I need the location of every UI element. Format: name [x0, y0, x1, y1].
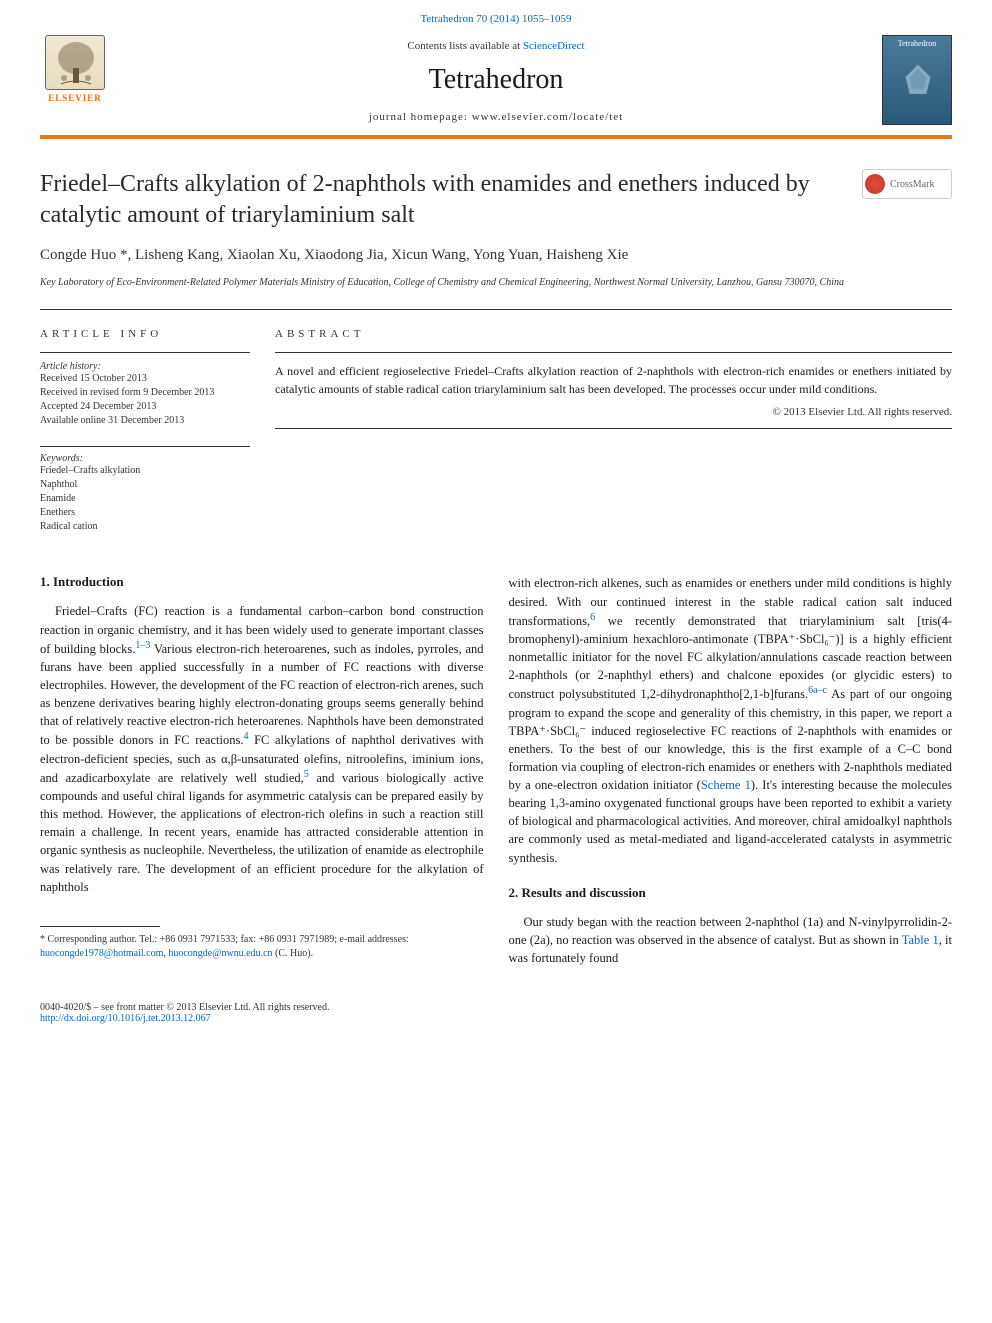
left-column: 1. Introduction Friedel–Crafts (FC) reac… — [40, 574, 484, 967]
article-body: Friedel–Crafts alkylation of 2-naphthols… — [0, 139, 992, 987]
received-date: Received 15 October 2013 — [40, 372, 250, 386]
keyword-3: Enethers — [40, 506, 250, 520]
keywords-label: Keywords: — [40, 453, 250, 464]
table-1-link[interactable]: Table 1 — [902, 933, 939, 947]
top-citation-bar: Tetrahedron 70 (2014) 1055–1059 — [0, 0, 992, 20]
ref-6ac[interactable]: 6a–c — [808, 685, 827, 696]
keywords-divider — [40, 446, 250, 447]
contents-prefix: Contents lists available at — [407, 40, 522, 52]
elsevier-logo[interactable]: ELSEVIER — [40, 35, 110, 115]
header-center: Contents lists available at ScienceDirec… — [110, 35, 882, 123]
elsevier-label: ELSEVIER — [48, 93, 102, 103]
results-paragraph: Our study began with the reaction betwee… — [509, 913, 953, 967]
email-1[interactable]: huocongde1978@hotmail.com — [40, 948, 163, 959]
section-divider — [40, 309, 952, 310]
corresp-suffix: (C. Huo). — [273, 948, 314, 959]
keyword-1: Naphthol — [40, 478, 250, 492]
crossmark-badge[interactable]: CrossMark — [862, 169, 952, 199]
keyword-0: Friedel–Crafts alkylation — [40, 464, 250, 478]
keyword-4: Radical cation — [40, 520, 250, 534]
main-two-column-content: 1. Introduction Friedel–Crafts (FC) reac… — [40, 574, 952, 967]
title-row: Friedel–Crafts alkylation of 2-naphthols… — [40, 169, 952, 231]
sciencedirect-link[interactable]: ScienceDirect — [523, 40, 585, 52]
homepage-line: journal homepage: www.elsevier.com/locat… — [110, 111, 882, 123]
history-label: Article history: — [40, 361, 250, 372]
abstract-bottom-divider — [275, 428, 952, 429]
info-divider — [40, 352, 250, 353]
abstract-divider — [275, 352, 952, 353]
crossmark-label: CrossMark — [890, 179, 934, 190]
ref-1-3[interactable]: 1–3 — [135, 640, 150, 651]
results-text-1: Our study began with the reaction betwee… — [509, 915, 953, 947]
elsevier-tree-icon — [45, 35, 105, 90]
crossmark-icon — [865, 174, 885, 194]
issn-copyright-line: 0040-4020/$ – see front matter © 2013 El… — [40, 1002, 952, 1013]
accepted-date: Accepted 24 December 2013 — [40, 400, 250, 414]
right-column: with electron-rich alkenes, such as enam… — [509, 574, 953, 967]
intro-paragraph: Friedel–Crafts (FC) reaction is a fundam… — [40, 602, 484, 895]
abstract-copyright: © 2013 Elsevier Ltd. All rights reserved… — [275, 406, 952, 418]
affiliation: Key Laboratory of Eco-Environment-Relate… — [40, 276, 952, 289]
info-abstract-row: ARTICLE INFO Article history: Received 1… — [40, 328, 952, 534]
contents-line: Contents lists available at ScienceDirec… — [110, 40, 882, 52]
corresponding-author-footnote: * Corresponding author. Tel.: +86 0931 7… — [40, 933, 484, 961]
abstract-text: A novel and efficient regioselective Fri… — [275, 363, 952, 398]
footnote-separator — [40, 926, 160, 927]
journal-header: ELSEVIER Contents lists available at Sci… — [0, 20, 992, 125]
intro-continuation: with electron-rich alkenes, such as enam… — [509, 574, 953, 866]
intro-text-1d: and various biologically active compound… — [40, 771, 484, 894]
top-citation-link[interactable]: Tetrahedron 70 (2014) 1055–1059 — [420, 13, 571, 25]
revised-date: Received in revised form 9 December 2013 — [40, 386, 250, 400]
homepage-prefix: journal homepage: — [369, 111, 472, 123]
authors-line: Congde Huo *, Lisheng Kang, Xiaolan Xu, … — [40, 245, 952, 266]
email-2[interactable]: huocongde@nwnu.edu.cn — [168, 948, 272, 959]
doi-link[interactable]: http://dx.doi.org/10.1016/j.tet.2013.12.… — [40, 1013, 211, 1024]
corresp-label: * Corresponding author. Tel.: +86 0931 7… — [40, 934, 409, 945]
page-footer: 0040-4020/$ – see front matter © 2013 El… — [0, 987, 992, 1044]
col2-text-1c: As part of our ongoing program to expand… — [509, 687, 953, 792]
journal-cover-thumbnail[interactable]: Tetrahedron — [882, 35, 952, 125]
journal-cover-label: Tetrahedron — [883, 36, 951, 48]
article-title: Friedel–Crafts alkylation of 2-naphthols… — [40, 169, 862, 231]
online-date: Available online 31 December 2013 — [40, 414, 250, 428]
abstract-column: ABSTRACT A novel and efficient regiosele… — [275, 328, 952, 534]
keywords-block: Keywords: Friedel–Crafts alkylation Naph… — [40, 446, 250, 534]
journal-name: Tetrahedron — [110, 64, 882, 96]
keyword-2: Enamide — [40, 492, 250, 506]
results-heading: 2. Results and discussion — [509, 885, 953, 901]
article-info-header: ARTICLE INFO — [40, 328, 250, 340]
scheme-1-link[interactable]: Scheme 1 — [701, 778, 751, 792]
abstract-header: ABSTRACT — [275, 328, 952, 340]
intro-text-1b: Various electron-rich heteroarenes, such… — [40, 642, 484, 748]
homepage-url[interactable]: www.elsevier.com/locate/tet — [472, 111, 624, 123]
introduction-heading: 1. Introduction — [40, 574, 484, 590]
article-info-column: ARTICLE INFO Article history: Received 1… — [40, 328, 275, 534]
